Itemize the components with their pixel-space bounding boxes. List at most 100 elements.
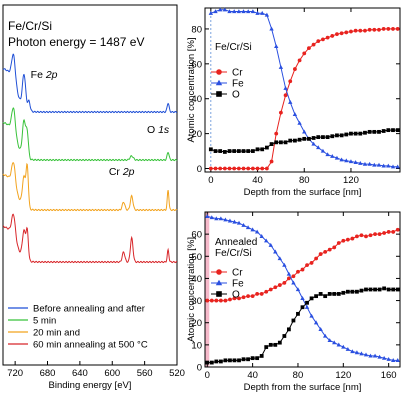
xps-spectrum-3 [2,162,178,212]
data-point-cr [250,166,255,171]
data-point-o [237,358,241,363]
data-point-fe [283,85,288,90]
data-point-cr [222,166,227,171]
data-point-o [274,140,279,145]
data-point-o [349,131,353,136]
data-point-fe [292,112,298,117]
data-point-cr [227,166,232,171]
data-point-fe [325,152,330,157]
data-point-fe [386,356,391,361]
data-point-o [367,129,372,134]
xps-tick-label: 640 [72,368,88,379]
data-point-fe [264,12,270,17]
data-point-cr [300,267,305,272]
y-tick-label: 80 [191,24,202,35]
p2-y-label: Atomic concentration [%] [186,237,197,342]
y-tick-label: 40 [191,94,202,105]
data-point-cr [213,166,218,171]
data-point-o [332,292,337,296]
data-point-cr [273,285,278,290]
data-point-o [391,128,395,133]
legend-label: O [232,90,240,101]
data-point-cr [255,292,260,296]
data-point-cr [330,34,335,38]
data-point-cr [277,283,282,287]
data-point-o [309,296,314,301]
data-point-o [241,149,246,153]
xps-tick-label: 600 [104,368,120,379]
data-point-fe [246,9,251,14]
data-point-o [218,149,223,153]
data-point-cr [355,234,359,239]
data-point-o [241,357,246,362]
data-point-fe [363,352,369,357]
data-point-cr [205,298,210,303]
legend-label: O [232,290,240,301]
data-point-cr [283,93,288,98]
data-point-cr [344,30,349,35]
data-point-o [223,358,228,363]
data-point-fe [223,217,228,222]
data-point-fe [260,10,265,15]
data-point-cr [236,166,241,171]
data-point-o [302,136,307,141]
y-tick-label: 40 [191,274,202,285]
data-point-o [372,129,377,134]
data-point-o [227,149,232,153]
x-tick-label: 0 [205,370,210,381]
data-point-fe [390,358,396,362]
data-point-o [321,135,325,140]
data-point-fe [278,65,284,69]
data-point-o [268,342,273,347]
data-point-cr [218,298,223,303]
xps-tick-label: 520 [169,368,185,379]
data-point-cr [250,294,255,299]
data-point-fe [277,256,283,261]
data-point-cr [255,166,260,171]
data-point-cr [293,67,297,71]
data-point-o [307,136,311,141]
xps-peak-label: O 1s [147,124,170,136]
data-point-fe [231,9,237,14]
data-point-o [300,305,305,310]
data-point-cr [358,28,363,33]
data-point-fe [309,313,314,318]
x-tick-label: 160 [381,370,397,381]
data-point-o [363,130,367,135]
y-tick-label: 50 [191,252,202,263]
data-point-o [278,140,283,145]
data-point-cr [353,28,358,33]
data-point-cr [309,261,314,265]
data-point-cr [336,241,341,245]
data-point-o [330,134,335,139]
data-point-fe [213,9,218,14]
xps-spectrum-4 [2,213,178,264]
data-point-fe [354,350,360,355]
legend-label: Before annealing and after [33,304,145,315]
data-point-o [314,294,319,299]
data-point-cr [314,256,319,261]
data-point-cr [377,232,382,237]
data-point-o [336,292,341,296]
data-point-fe [313,320,319,325]
data-point-o [395,128,400,133]
data-point-fe [241,9,246,14]
data-point-o [218,359,223,364]
data-point-cr [241,295,246,300]
data-point-fe [350,349,355,354]
data-point-cr [368,233,373,238]
data-point-fe [320,148,326,153]
data-point-cr [386,230,391,234]
data-point-cr [264,166,269,171]
data-point-o [232,149,237,153]
xps-x-label: Binding energy [eV] [49,380,132,391]
data-point-fe [300,296,305,300]
data-point-o [232,358,237,363]
data-point-fe [377,354,382,359]
data-point-cr [372,27,377,32]
data-point-o [335,133,339,138]
data-point-o [364,287,368,292]
data-point-cr [364,234,368,239]
